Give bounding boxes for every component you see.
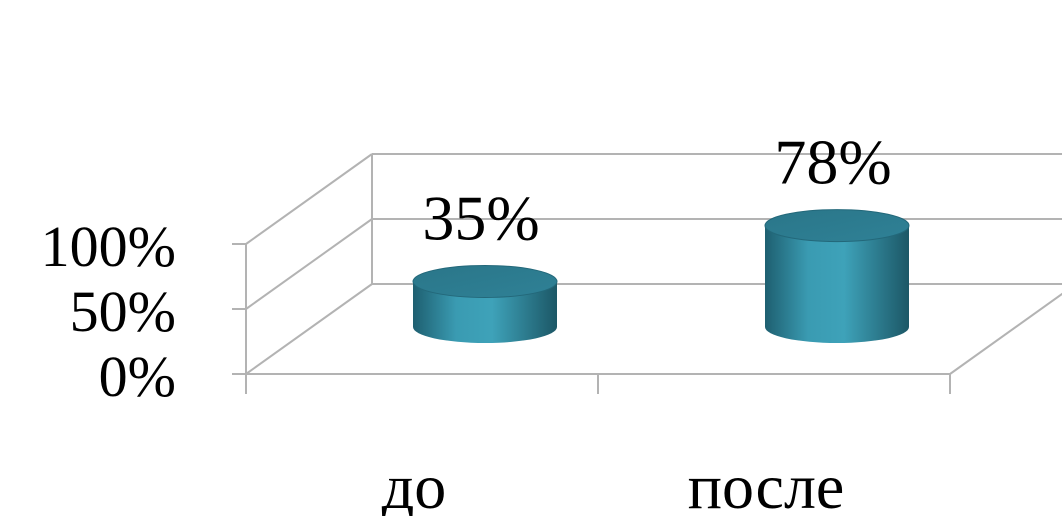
gridline-side-0 — [245, 283, 373, 375]
y-tick-label: 50% — [70, 279, 176, 344]
bar-top — [764, 209, 910, 243]
x-category-labels: до после — [382, 451, 845, 521]
x-category-label: до — [382, 451, 447, 516]
data-labels: 35% 78% — [422, 127, 891, 254]
floor-right-edge — [949, 292, 1062, 375]
gridlines — [245, 153, 1062, 375]
axes — [232, 243, 1062, 394]
bar-top — [412, 265, 558, 298]
x-category-label: после — [688, 451, 845, 516]
bar-до — [412, 265, 558, 343]
data-label: 78% — [774, 127, 891, 198]
bar-body — [765, 225, 909, 343]
y-tick-label: 100% — [41, 214, 176, 279]
gridline-side-100 — [245, 153, 373, 245]
data-label: 35% — [422, 183, 539, 254]
bars — [412, 209, 910, 343]
bar-после — [764, 209, 910, 343]
y-tick-labels: 0%50%100% — [41, 214, 176, 409]
gridline-side-50 — [245, 218, 373, 310]
bar-body — [413, 281, 557, 343]
y-tick-label: 0% — [99, 344, 176, 409]
